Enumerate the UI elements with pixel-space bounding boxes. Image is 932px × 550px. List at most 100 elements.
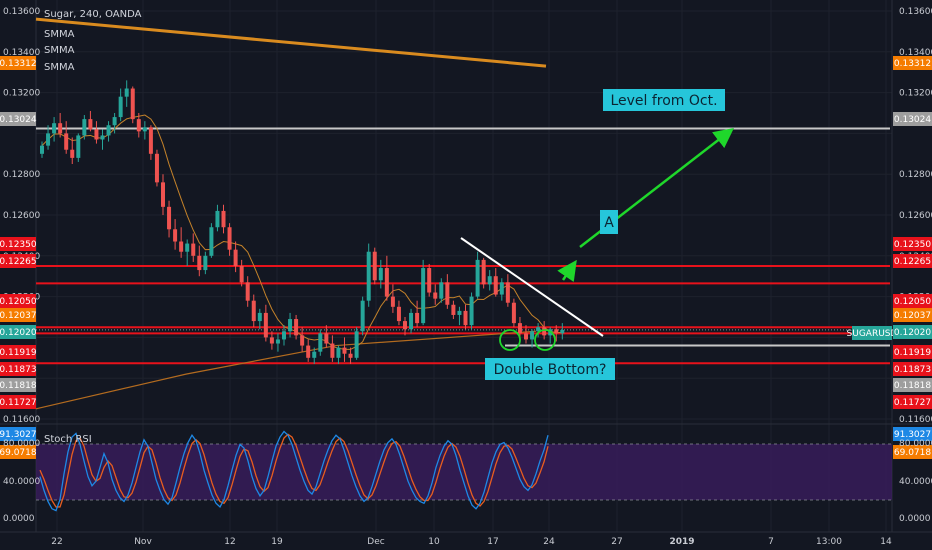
candle-body[interactable]	[58, 123, 63, 134]
candle-body[interactable]	[179, 241, 184, 252]
candle-body[interactable]	[215, 210, 220, 228]
candle-body[interactable]	[209, 227, 214, 256]
candle-body[interactable]	[542, 327, 547, 336]
smma-legend-2[interactable]: SMMA	[44, 45, 75, 56]
candle-body[interactable]	[288, 319, 293, 332]
candle-body[interactable]	[409, 312, 414, 330]
candle-body[interactable]	[336, 347, 341, 358]
candle-body[interactable]	[275, 339, 280, 344]
candle-body[interactable]	[433, 292, 438, 299]
candle-body[interactable]	[318, 333, 323, 352]
candle-body[interactable]	[499, 282, 504, 295]
candle-body[interactable]	[118, 96, 123, 118]
candle-body[interactable]	[505, 282, 510, 303]
candle-body[interactable]	[360, 300, 365, 332]
candle-body[interactable]	[524, 333, 528, 340]
candle-body[interactable]	[154, 153, 159, 183]
candle-body[interactable]	[396, 306, 401, 322]
horizontal-levels[interactable]	[36, 127, 892, 365]
candle-body[interactable]	[378, 268, 383, 281]
candle-body[interactable]	[481, 259, 486, 285]
candle-body[interactable]	[70, 149, 75, 158]
candle-body[interactable]	[530, 331, 535, 340]
candle-body[interactable]	[469, 296, 474, 326]
candle-body[interactable]	[421, 268, 426, 324]
candle-body[interactable]	[269, 337, 274, 344]
level-label-box[interactable]	[603, 89, 725, 111]
double-bottom-circle-right[interactable]	[534, 329, 556, 351]
candle-body[interactable]	[130, 88, 135, 120]
candle-body[interactable]	[324, 333, 329, 344]
stoch-rsi-legend[interactable]: Stoch RSI	[44, 434, 92, 445]
candle-body[interactable]	[197, 255, 202, 271]
candle-body[interactable]	[348, 353, 353, 358]
candle-body[interactable]	[312, 351, 317, 358]
candle-body[interactable]	[64, 133, 69, 150]
candle-body[interactable]	[239, 266, 244, 283]
candle-body[interactable]	[233, 249, 238, 266]
symbol-legend[interactable]: Sugar, 240, OANDA	[44, 9, 142, 20]
candle-body[interactable]	[263, 312, 268, 338]
candle-body[interactable]	[185, 243, 190, 252]
candle-body[interactable]	[427, 268, 432, 293]
price-axis[interactable]: 0.13600 0.13600 0.13400 0.13400 0.13200 0.132…	[3, 7, 932, 425]
candle-body[interactable]	[342, 347, 347, 354]
candle-body[interactable]	[257, 312, 262, 322]
candle-body[interactable]	[148, 127, 153, 154]
candle-body[interactable]	[221, 210, 226, 228]
candle-body[interactable]	[245, 282, 250, 301]
green-arrow-short[interactable]	[557, 259, 577, 283]
candle-body[interactable]	[390, 296, 395, 307]
candle-body[interactable]	[457, 310, 462, 315]
candle-body[interactable]	[251, 300, 256, 322]
pattern-label-box[interactable]	[485, 358, 615, 380]
candle-body[interactable]	[445, 282, 450, 305]
candle-body[interactable]	[560, 329, 565, 334]
candle-body[interactable]	[191, 243, 196, 256]
candle-body[interactable]	[306, 345, 311, 358]
candle-body[interactable]	[366, 251, 371, 301]
candle-body[interactable]	[294, 319, 299, 336]
candle-body[interactable]	[554, 329, 559, 334]
candle-body[interactable]	[300, 335, 305, 346]
wave-label-box[interactable]	[600, 210, 618, 234]
candle-body[interactable]	[517, 323, 522, 334]
candle-body[interactable]	[112, 117, 117, 126]
candle-body[interactable]	[173, 229, 178, 242]
candle-body[interactable]	[161, 182, 165, 207]
candle-body[interactable]	[439, 282, 444, 299]
candle-body[interactable]	[463, 310, 468, 326]
candle-body[interactable]	[142, 127, 147, 132]
smma-legend-1[interactable]: SMMA	[44, 29, 75, 40]
candle-body[interactable]	[88, 119, 93, 130]
candle-body[interactable]	[282, 331, 286, 340]
rsi-axis[interactable]: 80.0000 80.0000 40.0000 40.0000 0.0000 0.0000	[3, 439, 932, 524]
time-axis[interactable]: 22 Nov 12 19 Dec 10 17 24 27 2019 7 13:00 14	[51, 537, 892, 547]
candle-body[interactable]	[493, 276, 498, 295]
candle-body[interactable]	[487, 276, 492, 285]
candle-body[interactable]	[403, 321, 407, 330]
candle-body[interactable]	[76, 135, 81, 158]
candle-body[interactable]	[52, 123, 57, 134]
candle-body[interactable]	[40, 145, 44, 154]
candle-body[interactable]	[82, 119, 87, 136]
smma-legend-3[interactable]: SMMA	[44, 62, 75, 73]
candle-body[interactable]	[100, 135, 105, 140]
candle-body[interactable]	[475, 259, 480, 297]
candle-body[interactable]	[354, 331, 359, 358]
trendline-descending[interactable]	[460, 237, 604, 337]
candle-body[interactable]	[330, 343, 335, 358]
candle-body[interactable]	[167, 206, 172, 230]
candle-body[interactable]	[511, 302, 516, 324]
candle-body[interactable]	[136, 119, 141, 132]
candle-body[interactable]	[124, 88, 129, 97]
candle-body[interactable]	[227, 227, 232, 250]
candle-body[interactable]	[94, 129, 99, 140]
candlestick-series[interactable]	[40, 80, 565, 364]
double-bottom-circle-left[interactable]	[499, 329, 521, 351]
candle-body[interactable]	[46, 133, 51, 146]
candle-body[interactable]	[384, 268, 389, 297]
candle-body[interactable]	[536, 327, 541, 332]
candle-body[interactable]	[415, 312, 420, 324]
